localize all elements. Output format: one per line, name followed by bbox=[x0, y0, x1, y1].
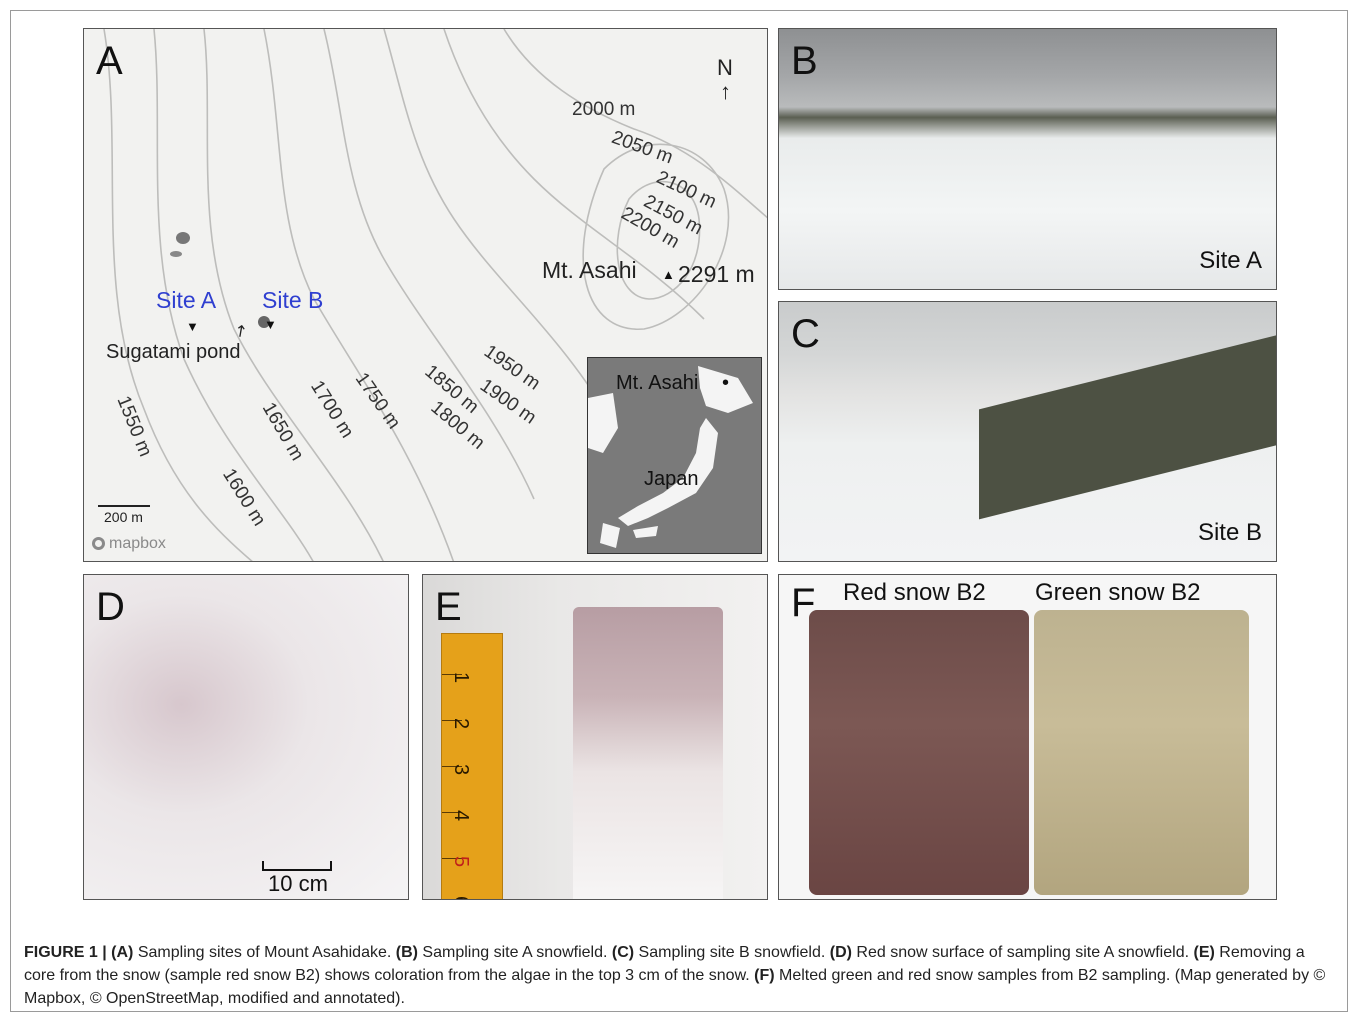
panel-a-map: A N ↑ 2000 m 2050 m 2100 m 2150 m 2200 m… bbox=[83, 28, 768, 562]
snow-core bbox=[573, 607, 723, 899]
ruler-number: 2 bbox=[450, 718, 472, 730]
caption-tag-e: (E) bbox=[1193, 944, 1215, 961]
contour-line bbox=[263, 29, 455, 561]
green-snow-label: Green snow B2 bbox=[1035, 579, 1201, 606]
inset-summit-dot-icon: • bbox=[722, 372, 730, 394]
ruler-tick bbox=[442, 674, 462, 675]
caption-tag-f: (F) bbox=[754, 967, 775, 984]
ruler-number: 5 bbox=[450, 856, 472, 868]
ruler-number: 4 bbox=[450, 810, 472, 822]
caption-text-b: Sampling site A snowfield. bbox=[417, 944, 612, 961]
map-scale-label: 200 m bbox=[104, 509, 143, 525]
measuring-ruler: 1 2 3 4 5 6 bbox=[441, 633, 503, 899]
green-snow-bag bbox=[1034, 610, 1249, 895]
contour-line bbox=[503, 29, 767, 219]
inset-summit-label: Mt. Asahi bbox=[616, 372, 699, 394]
contour-line bbox=[383, 29, 605, 410]
mapbox-text: mapbox bbox=[109, 535, 166, 552]
caption-tag-c: (C) bbox=[611, 944, 635, 961]
ruler-tick bbox=[442, 720, 462, 721]
caption-text-d: Red snow surface of sampling site A snow… bbox=[851, 944, 1194, 961]
japan-island-kyushu bbox=[600, 523, 620, 548]
summit-triangle-icon: ▲ bbox=[662, 267, 675, 282]
mapbox-attribution: mapbox bbox=[92, 535, 166, 553]
caption-text-e: Removing a core from the snow (sample re… bbox=[24, 944, 1305, 984]
caption-text-c: Sampling site B snowfield. bbox=[634, 944, 830, 961]
site-a-marker-icon: ▼ bbox=[186, 319, 199, 334]
contour-line bbox=[103, 29, 253, 561]
pond-blob bbox=[170, 251, 182, 257]
contour-line bbox=[616, 180, 701, 300]
pond-blob bbox=[176, 232, 190, 244]
panel-e-label: E bbox=[435, 585, 462, 629]
contour-line bbox=[153, 29, 314, 561]
slope-vegetation bbox=[979, 334, 1276, 520]
pond-label: Sugatami pond bbox=[106, 341, 241, 363]
map-scale-bar bbox=[98, 505, 150, 507]
panel-a-label: A bbox=[96, 39, 123, 83]
japan-island-shikoku bbox=[633, 526, 658, 538]
summit-elevation: 2291 m bbox=[678, 261, 755, 287]
ruler-tick bbox=[442, 766, 462, 767]
panel-c-site-label: Site B bbox=[1197, 519, 1262, 546]
panel-f-photo: F Red snow B2 Green snow B2 bbox=[778, 574, 1277, 900]
site-b-marker-icon: ▼ bbox=[264, 317, 277, 332]
korea-shape bbox=[588, 393, 618, 453]
panel-d-scale-bar bbox=[262, 861, 332, 871]
panel-b-photo: B Site A bbox=[778, 28, 1277, 290]
caption-text-a: Sampling sites of Mount Asahidake. bbox=[133, 944, 396, 961]
summit-label: Mt. Asahi bbox=[542, 257, 637, 283]
north-label: N bbox=[717, 55, 733, 80]
panel-b-site-label: Site A bbox=[1199, 247, 1262, 274]
caption-tag-a: (A) bbox=[111, 944, 134, 961]
japan-island-hokkaido bbox=[698, 366, 753, 413]
panel-c-label: C bbox=[791, 312, 820, 356]
contour-label: 2000 m bbox=[572, 99, 636, 120]
japan-island-honshu bbox=[618, 418, 718, 526]
ruler-tick bbox=[442, 858, 462, 859]
figure-label: FIGURE 1 | bbox=[24, 944, 107, 961]
japan-shape bbox=[588, 366, 753, 548]
contour-line bbox=[323, 29, 535, 500]
contour-line bbox=[582, 143, 730, 330]
figure-caption: FIGURE 1 | (A) Sampling sites of Mount A… bbox=[24, 941, 1334, 1010]
red-snow-label: Red snow B2 bbox=[843, 579, 986, 606]
panel-d-label: D bbox=[96, 585, 125, 629]
panel-d-scale-label: 10 cm bbox=[268, 871, 328, 896]
ruler-number: 6 bbox=[449, 896, 472, 899]
site-b-label: Site B bbox=[262, 287, 324, 313]
panel-d-photo: D 10 cm bbox=[83, 574, 409, 900]
contour-lines bbox=[103, 29, 767, 561]
red-snow-bag bbox=[809, 610, 1029, 895]
panel-e-photo: 1 2 3 4 5 6 E bbox=[422, 574, 768, 900]
site-a-label: Site A bbox=[156, 287, 217, 313]
ruler-tick bbox=[442, 812, 462, 813]
panel-b-label: B bbox=[791, 39, 818, 83]
inset-country-label: Japan bbox=[644, 468, 699, 490]
caption-tag-d: (D) bbox=[829, 944, 852, 961]
caption-tag-b: (B) bbox=[395, 944, 418, 961]
mapbox-logo-icon bbox=[92, 537, 105, 550]
panel-c-photo: C Site B bbox=[778, 301, 1277, 562]
contour-line bbox=[443, 29, 705, 320]
caption-text-f: Melted green and red snow samples from B… bbox=[24, 967, 1326, 1007]
contour-line bbox=[203, 29, 384, 561]
panel-f-label: F bbox=[791, 581, 816, 625]
figure-frame bbox=[10, 10, 1348, 1012]
ruler-number: 1 bbox=[450, 672, 472, 684]
japan-inset-map: Mt. Asahi • Japan bbox=[587, 357, 762, 554]
north-arrow-icon: ↑ bbox=[720, 79, 731, 104]
ruler-number: 3 bbox=[450, 764, 472, 776]
sugatami-pond-shape bbox=[258, 316, 270, 328]
